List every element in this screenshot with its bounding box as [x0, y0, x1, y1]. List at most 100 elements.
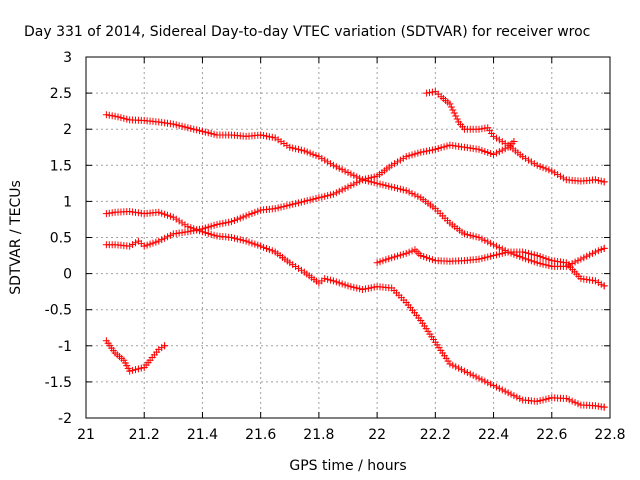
data-point: [295, 145, 303, 153]
y-tick-label: 2.5: [50, 86, 72, 102]
data-point: [484, 148, 492, 156]
data-point: [594, 247, 602, 255]
data-point: [382, 256, 390, 264]
data-point: [158, 209, 166, 217]
data-point: [524, 249, 532, 257]
y-tick-label: -1.5: [45, 375, 72, 391]
data-point: [450, 109, 458, 117]
y-tick-label: 1.5: [50, 158, 72, 174]
x-tick-label: 21.6: [245, 427, 276, 443]
data-point: [233, 215, 241, 223]
data-point: [131, 239, 139, 247]
data-point: [169, 120, 177, 128]
data-point: [213, 221, 221, 229]
data-point: [254, 241, 262, 249]
data-point: [370, 173, 378, 181]
data-point: [490, 252, 498, 260]
data-point: [207, 230, 215, 238]
data-point: [533, 161, 541, 169]
data-point: [458, 366, 466, 374]
data-point: [114, 113, 122, 121]
data-point: [111, 112, 119, 120]
y-tick-label: -2: [58, 411, 72, 427]
data-point: [152, 238, 160, 246]
data-point: [271, 205, 279, 213]
data-point: [359, 285, 367, 293]
data-point: [277, 203, 285, 211]
data-point: [591, 176, 599, 184]
data-point: [303, 148, 311, 156]
data-point: [399, 250, 407, 258]
data-point: [510, 137, 518, 145]
data-point: [210, 231, 218, 239]
data-point: [364, 284, 372, 292]
data-point: [463, 369, 471, 377]
data-point: [472, 233, 480, 241]
x-tick-label: 21.2: [129, 427, 160, 443]
data-point: [161, 234, 169, 242]
data-point: [417, 148, 425, 156]
data-point: [164, 211, 172, 219]
data-point: [408, 151, 416, 159]
data-point: [536, 253, 544, 261]
data-point: [361, 285, 369, 293]
data-point: [140, 242, 148, 250]
data-point: [187, 124, 195, 132]
axis-tick-labels: 21 21.2 21.4 21.6 21.8 22 22.2 22.4 22.6 22.8-2-1…: [45, 50, 626, 443]
data-point: [586, 251, 594, 259]
data-point: [292, 145, 300, 153]
chart-title: Day 331 of 2014, Sidereal Day-to-day VTE…: [24, 24, 590, 40]
data-point: [289, 144, 297, 152]
data-point: [297, 146, 305, 154]
data-point: [210, 130, 218, 138]
data-point: [344, 169, 352, 177]
data-point: [350, 180, 358, 188]
data-point: [327, 160, 335, 168]
data-point: [364, 174, 372, 182]
data-point: [178, 122, 186, 130]
data-point: [495, 244, 503, 252]
data-point: [201, 128, 209, 136]
data-point: [332, 278, 340, 286]
data-point: [309, 150, 317, 158]
data-point: [484, 238, 492, 246]
data-point: [548, 167, 556, 175]
data-point: [228, 218, 236, 226]
data-point: [341, 167, 349, 175]
data-point: [321, 192, 329, 200]
y-axis-label: SDTVAR / TECUs: [8, 180, 24, 295]
data-point: [193, 226, 201, 234]
data-point: [559, 174, 567, 182]
data-point: [373, 259, 381, 267]
data-point: [376, 258, 384, 266]
data-point: [600, 403, 608, 411]
x-axis-label: GPS time / hours: [289, 458, 406, 474]
data-point: [367, 284, 375, 292]
data-point: [577, 255, 585, 263]
data-point: [356, 177, 364, 185]
data-point: [297, 198, 305, 206]
data-point: [306, 149, 314, 157]
data-point: [420, 253, 428, 261]
data-point: [490, 382, 498, 390]
data-point: [492, 134, 500, 142]
data-point: [332, 163, 340, 171]
data-point: [498, 386, 506, 394]
data-point: [329, 161, 337, 169]
data-point: [350, 171, 358, 179]
data-point: [399, 186, 407, 194]
data-point: [280, 202, 288, 210]
data-point: [332, 189, 340, 197]
data-point: [166, 212, 174, 220]
data-point: [286, 201, 294, 209]
data-point: [338, 280, 346, 288]
data-point: [126, 367, 134, 375]
data-point: [562, 395, 570, 403]
data-point: [411, 191, 419, 199]
data-point: [417, 252, 425, 260]
data-point: [335, 279, 343, 287]
data-point: [324, 158, 332, 166]
data-point: [495, 250, 503, 258]
data-point: [434, 145, 442, 153]
data-point: [498, 249, 506, 257]
